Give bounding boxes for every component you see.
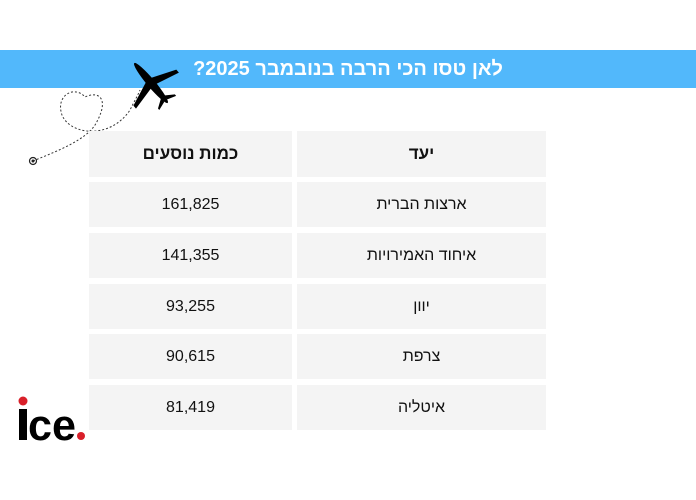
- header-passengers: כמות נוסעים: [89, 131, 292, 177]
- passengers-cell: 93,255: [89, 284, 292, 329]
- header-destination: יעד: [297, 131, 546, 177]
- destination-cell: איחוד האמירויות: [297, 233, 546, 278]
- page-title-text: לאן טסו הכי הרבה בנובמבר 2025?: [193, 58, 503, 80]
- destination-cell: יוון: [297, 284, 546, 329]
- passengers-cell: 141,355: [89, 233, 292, 278]
- dashed-flight-path: [32, 89, 141, 162]
- airplane-icon: [133, 62, 179, 110]
- passengers-cell: 90,615: [89, 334, 292, 379]
- destination-cell: ארצות הברית: [297, 182, 546, 227]
- passengers-cell: 161,825: [89, 182, 292, 227]
- svg-text:ce: ce: [28, 401, 76, 444]
- page-title: לאן טסו הכי הרבה בנובמבר 2025?: [0, 50, 696, 88]
- passengers-cell: 81,419: [89, 385, 292, 430]
- airplane-path-decoration: [28, 62, 179, 166]
- origin-dot-icon: [28, 156, 38, 166]
- title-banner: לאן טסו הכי הרבה בנובמבר 2025?: [0, 50, 696, 88]
- destination-cell: איטליה: [297, 385, 546, 430]
- ice-logo: ce: [18, 396, 85, 444]
- destination-cell: צרפת: [297, 334, 546, 379]
